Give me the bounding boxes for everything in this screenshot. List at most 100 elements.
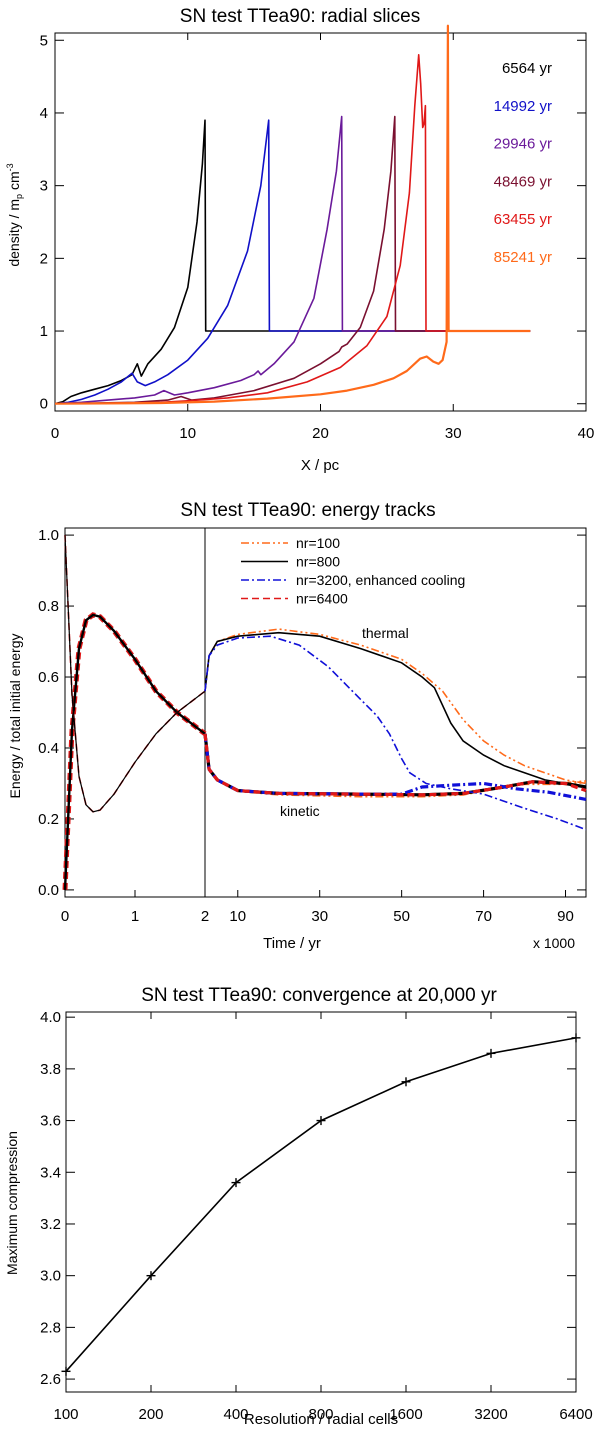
chart3-title: SN test TTea90: convergence at 20,000 yr (141, 985, 497, 1006)
chart1-series-line (54, 24, 531, 405)
chart1-series-group (54, 24, 531, 405)
chart3-data-point (231, 1178, 241, 1188)
chart2-xtick-label: 50 (393, 908, 410, 925)
chart3-data-point (486, 1048, 496, 1058)
chart2-xtick-label: 2 (201, 908, 209, 925)
chart2-thermal-line (204, 631, 587, 788)
chart1-legend: 6564 yr 14992 yr 29946 yr 48469 yr 63455 yr 8… (494, 60, 552, 266)
chart1-series-line (54, 119, 531, 405)
chart3-xtick-label: 400 (223, 1406, 248, 1423)
chart3-ytick-label: 3.6 (40, 1113, 61, 1130)
chart3-ytick-label: 3.0 (40, 1268, 61, 1285)
chart2-ytick-label: 0.2 (38, 811, 59, 828)
chart1-series-line (54, 119, 531, 405)
chart1-legend-entry: 63455 yr (494, 211, 552, 228)
chart3-ytick-label: 3.8 (40, 1061, 61, 1078)
chart3-data-point (316, 1116, 326, 1126)
chart2-early-thermal-line (64, 535, 206, 813)
chart3-xtick-label: 6400 (559, 1406, 592, 1423)
chart1-series-line (54, 115, 531, 405)
chart2-kinetic-line (203, 733, 587, 797)
chart1-ytick-label: 5 (40, 32, 48, 49)
chart1-xtick-label: 10 (179, 425, 196, 442)
chart3-xtick-label: 3200 (474, 1406, 507, 1423)
chart2-ytick-label: 0.6 (38, 669, 59, 686)
chart3-xtick-label: 200 (138, 1406, 163, 1423)
chart2-xtick-label: 1 (131, 908, 139, 925)
chart3-data-point (146, 1271, 156, 1281)
chart2-series-group (62, 535, 587, 891)
chart2-xlabel: Time / yr (263, 935, 321, 952)
chart3-series-group (61, 1033, 581, 1376)
chart2-legend-label: nr=800 (296, 554, 340, 570)
chart1-xtick-label: 40 (578, 425, 595, 442)
chart2-ytick-label: 0.0 (38, 882, 59, 899)
chart1-ytick-label: 3 (40, 178, 48, 195)
chart2-xtick-label: 70 (475, 908, 492, 925)
chart1-xlabel: X / pc (301, 457, 340, 474)
chart3-ytick-label: 3.4 (40, 1164, 61, 1181)
chart1-legend-entry: 48469 yr (494, 173, 552, 190)
chart2-ytick-label: 0.8 (38, 598, 59, 615)
chart2-ytick-label: 1.0 (38, 527, 59, 544)
chart2-thermal-line (204, 628, 587, 785)
chart2-ylabel: Energy / total initial energy (7, 634, 23, 799)
chart2-legend-label: nr=100 (296, 535, 340, 551)
chart3-xlabel: Resolution / radial cells (244, 1411, 398, 1428)
chart1-legend-entry: 29946 yr (494, 136, 552, 153)
chart1-ytick-label: 4 (40, 105, 48, 122)
chart2-xtick-label: 90 (557, 908, 574, 925)
chart3-data-point (401, 1077, 411, 1087)
chart3-xtick-label: 100 (53, 1406, 78, 1423)
chart1-legend-entry: 6564 yr (502, 60, 552, 77)
chart2-early-kinetic-line (63, 613, 206, 890)
chart3-data-point (61, 1366, 71, 1376)
thermal-annotation: thermal (362, 625, 409, 641)
chart2-kinetic-line (203, 733, 587, 797)
chart2-legend: nr=100 nr=800 nr=3200, enhanced cooling nr=… (241, 535, 465, 607)
chart2-legend-label: nr=6400 (296, 591, 348, 607)
chart3-ytick-label: 2.6 (40, 1371, 61, 1388)
kinetic-annotation: kinetic (280, 803, 320, 819)
chart3-xtick-label: 800 (308, 1406, 333, 1423)
chart1-ylabel: density / mp cm-3 (5, 163, 24, 266)
chart1-ytick-label: 0 (40, 396, 48, 413)
chart2-early-kinetic-halo (62, 612, 207, 891)
chart1-ytick-label: 2 (40, 250, 48, 267)
chart1-title: SN test TTea90: radial slices (180, 6, 420, 27)
chart3-ytick-label: 2.8 (40, 1319, 61, 1336)
chart2-xtick-label: 10 (229, 908, 246, 925)
chart3-ylabel: Maximum compression (4, 1131, 20, 1275)
chart3-xtick-label: 1600 (389, 1406, 422, 1423)
energy-tracks-chart: SN test TTea90: energy tracks Energy / t… (7, 500, 587, 952)
chart2-legend-label: nr=3200, enhanced cooling (296, 572, 465, 588)
chart1-xtick-label: 0 (51, 425, 59, 442)
chart1-series-line (54, 53, 531, 405)
chart2-early-thermal-dashed (64, 535, 206, 813)
chart2-thermal-line (204, 635, 587, 831)
chart2-kinetic-line (203, 733, 587, 798)
chart2-title: SN test TTea90: energy tracks (180, 500, 435, 521)
chart3-data-point (571, 1033, 581, 1043)
chart3-plot-frame (65, 1011, 577, 1393)
radial-slices-chart: SN test TTea90: radial slices density / … (5, 6, 594, 474)
chart2-ytick-label: 0.4 (38, 740, 59, 757)
chart1-series-line (54, 115, 531, 405)
chart2-plot-frame (64, 527, 587, 898)
convergence-chart: SN test TTea90: convergence at 20,000 yr… (4, 985, 593, 1428)
chart1-legend-entry: 85241 yr (494, 249, 552, 266)
chart3-ytick-label: 4.0 (40, 1009, 61, 1026)
chart2-xtick-label: 30 (311, 908, 328, 925)
chart2-x-multiplier: x 1000 (533, 935, 575, 951)
chart1-xtick-label: 20 (312, 425, 329, 442)
chart1-legend-entry: 14992 yr (494, 98, 552, 115)
chart3-axis-ticks: 100 200 400 800 1600 3200 6400 2.6 2.8 3.0 3.2 3.4 3… (40, 1009, 593, 1423)
chart1-axis-ticks: 0 10 20 30 40 0 1 2 3 4 5 (40, 32, 595, 442)
chart3-series-line (65, 1037, 577, 1372)
chart1-xtick-label: 30 (445, 425, 462, 442)
chart3-ytick-label: 3.2 (40, 1216, 61, 1233)
chart2-xtick-label: 0 (61, 908, 69, 925)
chart1-ytick-label: 1 (40, 323, 48, 340)
chart2-axis-ticks: 0 1 2 10 30 50 70 90 0.0 0.2 0.4 0.6 0.8 1.0 (38, 527, 586, 925)
